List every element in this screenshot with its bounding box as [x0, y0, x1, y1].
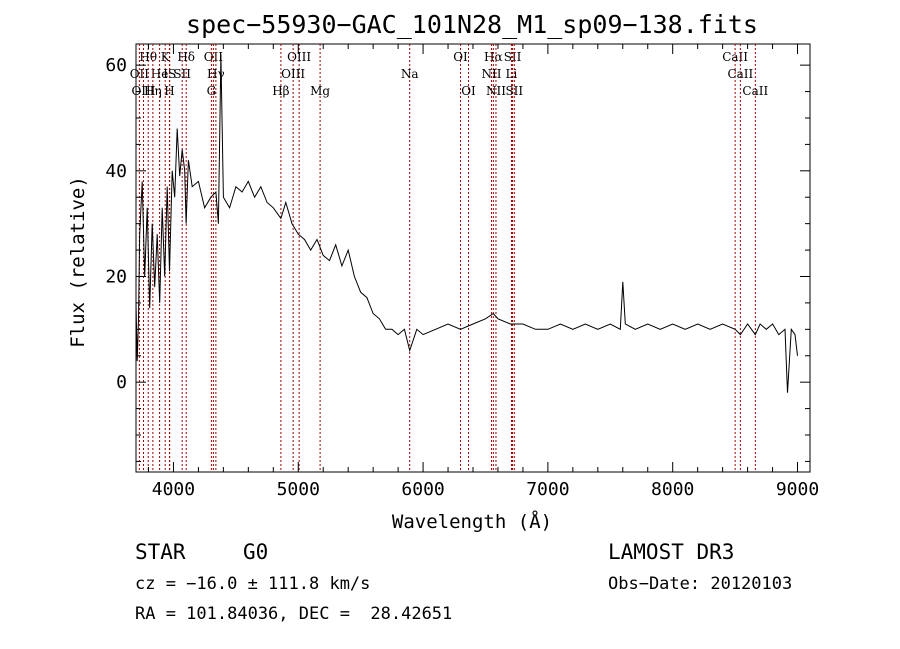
object-subclass: G0	[243, 540, 269, 564]
plot-frame	[135, 43, 811, 473]
line-label: Hη	[144, 84, 162, 98]
line-label: Hβ	[272, 84, 289, 98]
line-label: Na	[401, 67, 419, 81]
x-tick-label: 9000	[776, 479, 819, 500]
x-axis-label: Wavelength (Å)	[392, 510, 552, 533]
spectrum-line	[135, 54, 798, 393]
line-label: Hγ	[207, 67, 225, 81]
line-label: K	[161, 50, 171, 64]
line-label: OII	[204, 50, 224, 64]
line-label: CaII	[727, 67, 753, 81]
object-class: STAR	[135, 540, 186, 564]
line-label: OII	[130, 67, 150, 81]
line-label: Mg	[310, 84, 330, 98]
line-label: H	[164, 84, 174, 98]
line-label: OIII	[287, 50, 311, 64]
obs-date: Obs−Date: 20120103	[608, 574, 793, 594]
line-label: OIII	[281, 67, 305, 81]
line-label: OIII	[131, 84, 155, 98]
line-label: He	[151, 67, 169, 81]
x-tick-label: 4000	[152, 479, 195, 500]
line-label: SII	[173, 67, 191, 81]
redshift-cz: cz = −16.0 ± 111.8 km/s	[135, 574, 371, 594]
x-tick-label: 5000	[277, 479, 320, 500]
line-label: Hα	[484, 50, 503, 64]
line-label: NII	[486, 84, 506, 98]
line-label: G	[207, 84, 217, 98]
axis-ticks: 4000 5000 6000 7000 8000 9000 0 20 40 60	[105, 44, 819, 500]
line-label: Li	[506, 67, 518, 81]
y-tick-label: 60	[105, 55, 127, 76]
x-tick-label: 7000	[526, 479, 569, 500]
chart-title: spec−55930−GAC_101N28_M1_sp09−138.fits	[186, 10, 758, 39]
line-label: SII	[505, 84, 523, 98]
survey-name: LAMOST DR3	[608, 540, 735, 564]
y-tick-label: 20	[105, 266, 127, 287]
x-tick-label: 8000	[651, 479, 694, 500]
line-label: CaII	[722, 50, 748, 64]
line-label: OI	[461, 84, 476, 98]
line-label: Hθ	[139, 50, 157, 64]
line-label: Hδ	[177, 50, 195, 64]
y-axis-label: Flux (relative)	[67, 176, 89, 348]
line-label: SII	[504, 50, 522, 64]
y-tick-label: 0	[116, 372, 127, 393]
y-tick-label: 40	[105, 161, 127, 182]
line-label: OI	[453, 50, 468, 64]
line-label: NII	[481, 67, 501, 81]
x-tick-label: 6000	[401, 479, 444, 500]
coordinates: RA = 101.84036, DEC = 28.42651	[135, 604, 453, 624]
line-label: CaII	[742, 84, 768, 98]
